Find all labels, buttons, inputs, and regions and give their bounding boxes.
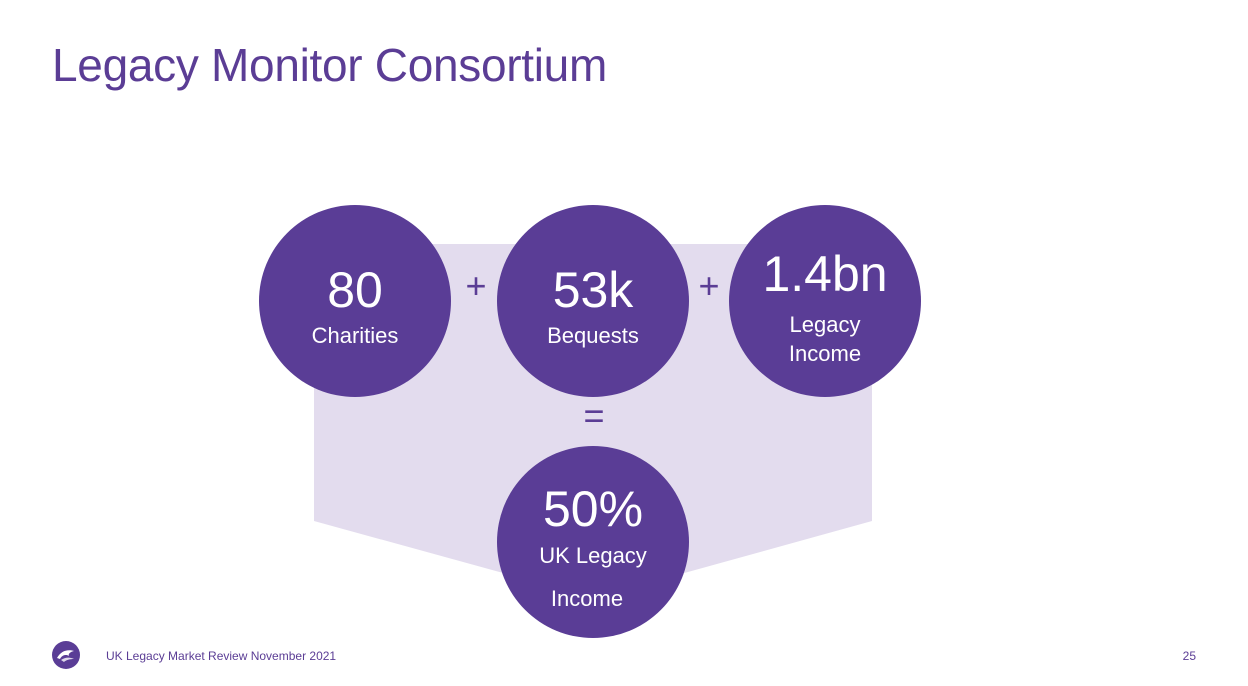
bequests-label: Bequests (547, 323, 639, 348)
plus-operator-1: + (465, 265, 487, 306)
slide-title: Legacy Monitor Consortium (52, 39, 607, 91)
share-value: 50% (542, 481, 644, 537)
equals-operator: = (583, 395, 605, 436)
charities-circle: 80 Charities (259, 205, 451, 397)
charities-value: 80 (327, 262, 383, 318)
income-circle: 1.4bn Legacy Income (729, 205, 921, 397)
income-label-line1: Legacy (789, 312, 861, 337)
page-number: 25 (1182, 649, 1196, 663)
income-label-line2: Income (788, 341, 862, 366)
share-label-line1: UK Legacy (539, 543, 647, 568)
share-circle: 50% UK Legacy Income (497, 446, 689, 638)
income-value: 1.4bn (762, 246, 888, 302)
charities-label: Charities (311, 323, 399, 348)
footer-text: UK Legacy Market Review November 2021 (106, 649, 337, 663)
bequests-circle: 53k Bequests (497, 205, 689, 397)
bequests-value: 53k (552, 262, 634, 318)
share-label-line2: Income (550, 586, 624, 611)
plus-operator-2: + (698, 265, 720, 306)
logo-icon (52, 641, 80, 669)
